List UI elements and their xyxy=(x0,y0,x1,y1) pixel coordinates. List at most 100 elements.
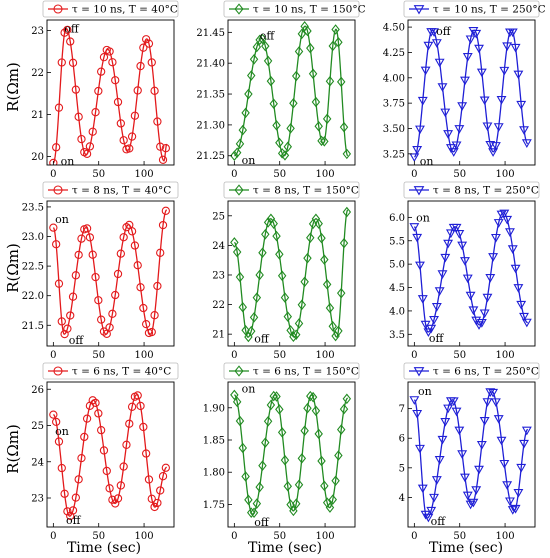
legend-frame xyxy=(223,181,360,199)
data-point-marker xyxy=(465,291,476,301)
data-point-marker xyxy=(437,435,448,445)
data-point-marker xyxy=(88,127,97,136)
data-point-marker xyxy=(266,75,276,87)
x-tick-label: 0 xyxy=(411,350,417,361)
data-point-marker xyxy=(409,223,420,232)
y-tick-label: 25 xyxy=(31,421,44,432)
data-point-marker xyxy=(113,97,123,107)
annotation-off: off xyxy=(260,29,276,42)
data-point-marker xyxy=(63,507,72,516)
data-point-marker xyxy=(97,426,106,435)
y-tick-label: 22 xyxy=(212,300,225,311)
x-tick-label: 100 xyxy=(135,350,154,361)
data-point-marker xyxy=(415,444,425,454)
data-point-marker xyxy=(94,409,103,418)
data-point-marker xyxy=(507,28,518,38)
data-point-marker xyxy=(482,293,493,303)
annotation-on: on xyxy=(61,155,75,168)
data-point-marker xyxy=(317,455,326,467)
legend-marker-sample xyxy=(413,5,425,15)
data-point-marker xyxy=(342,206,352,218)
data-point-marker xyxy=(451,141,462,151)
data-point-marker xyxy=(153,117,162,126)
data-point-marker xyxy=(258,460,267,471)
subplot-r2-c1: 21.5 22.0 22.5 23.0 23.5 0 50 100 τ = 8 ns, T = … xyxy=(22,181,179,361)
legend-frame xyxy=(403,181,540,199)
axes-frame xyxy=(227,19,356,166)
col3-x-axis-label: Time (sec) xyxy=(429,540,503,556)
data-point-marker xyxy=(314,218,323,229)
axes-frame xyxy=(227,200,356,347)
y-tick-label: 3.25 xyxy=(383,149,405,160)
x-tick-label: 0 xyxy=(50,531,56,542)
data-point-marker xyxy=(510,264,521,274)
data-point-marker xyxy=(496,96,507,105)
legend: τ = 10 ns, T = 250°C xyxy=(403,0,546,18)
legend-marker-sample xyxy=(413,186,425,196)
axes-frame xyxy=(46,200,175,347)
subplot-r1-c2: 21.25 21.30 21.35 21.40 21.45 0 50 100 τ = 10 ns… xyxy=(196,0,366,180)
y-tick-label: 1.80 xyxy=(203,468,225,479)
legend: τ = 10 ns, T = 40°C xyxy=(42,0,179,18)
data-point-marker xyxy=(409,396,420,405)
data-point-marker xyxy=(412,233,423,243)
data-point-marker xyxy=(443,404,454,414)
data-point-marker xyxy=(482,122,493,132)
data-point-marker xyxy=(308,391,318,403)
data-point-marker xyxy=(431,303,442,312)
annotation-on: on xyxy=(242,154,256,167)
data-point-marker xyxy=(476,68,487,78)
data-point-marker xyxy=(119,136,128,145)
y-tick-label: 21.30 xyxy=(196,120,225,131)
data-point-marker xyxy=(454,125,465,134)
data-point-marker xyxy=(303,402,312,414)
data-point-marker xyxy=(471,486,482,495)
data-point-marker xyxy=(238,442,248,454)
annotation-off: off xyxy=(429,332,445,345)
data-point-marker xyxy=(249,54,259,65)
axes-frame xyxy=(407,381,536,528)
data-point-marker xyxy=(158,155,168,164)
data-point-marker xyxy=(158,472,168,481)
x-tick-label: 100 xyxy=(496,531,515,542)
data-point-marker xyxy=(420,510,431,520)
data-point-marker xyxy=(88,396,97,405)
data-point-marker xyxy=(417,295,428,304)
series-line xyxy=(234,25,349,157)
series-group xyxy=(49,206,170,339)
annotation-off: off xyxy=(436,25,452,38)
data-point-marker xyxy=(246,325,256,337)
data-point-marker xyxy=(57,58,66,67)
data-point-marker xyxy=(77,134,86,144)
data-point-marker xyxy=(289,97,298,109)
y-tick-label: 20 xyxy=(31,152,44,163)
data-point-marker xyxy=(322,113,332,125)
data-point-marker xyxy=(133,86,142,95)
x-tick-label: 0 xyxy=(411,531,417,542)
y-tick-label: 23.0 xyxy=(22,232,44,243)
data-point-marker xyxy=(339,121,349,133)
data-point-marker xyxy=(457,450,468,459)
data-point-marker xyxy=(150,86,159,95)
x-tick-label: 0 xyxy=(231,169,237,180)
data-point-marker xyxy=(479,96,490,106)
data-point-marker xyxy=(105,47,114,56)
data-point-marker xyxy=(502,215,513,225)
data-point-marker xyxy=(325,302,335,314)
data-point-marker xyxy=(328,321,337,332)
data-point-marker xyxy=(99,327,109,336)
axes-frame xyxy=(407,200,536,347)
data-point-marker xyxy=(445,229,456,239)
data-point-marker xyxy=(431,39,442,48)
y-tick-label: 6.0 xyxy=(389,213,405,224)
data-point-marker xyxy=(468,498,479,508)
data-point-marker xyxy=(306,390,315,402)
data-point-marker xyxy=(54,103,64,112)
data-point-marker xyxy=(291,70,301,82)
legend-frame xyxy=(403,362,540,380)
data-point-marker xyxy=(161,463,170,472)
data-point-marker xyxy=(77,234,86,243)
series-group xyxy=(49,391,170,521)
y-tick-label: 3.75 xyxy=(383,99,405,110)
data-point-marker xyxy=(314,120,323,132)
